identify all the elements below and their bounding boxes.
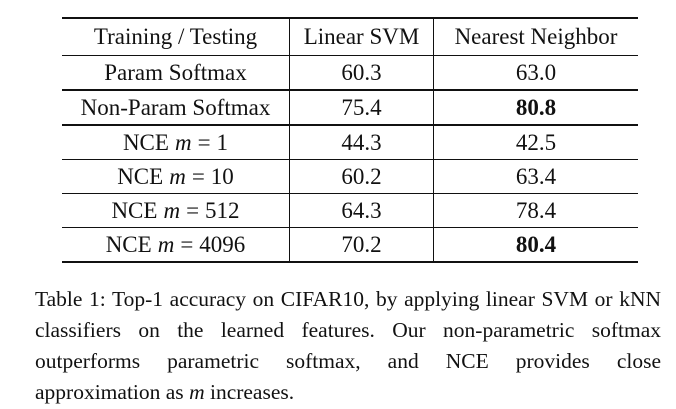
caption-text: Top-1 accuracy on CIFAR10, by applying l…: [35, 287, 662, 404]
value-cell: 75.4: [289, 90, 434, 126]
row-label: NCE m = 1: [62, 125, 290, 160]
label-op: =: [197, 129, 211, 155]
label-num: 10: [210, 163, 234, 189]
value-cell: 44.3: [289, 125, 434, 160]
value-cell: 63.0: [433, 55, 638, 91]
header-cell: Training / Testing: [62, 18, 290, 56]
value-cell: 60.3: [289, 55, 434, 91]
table-row: NCE m = 10 60.2 63.4: [62, 159, 638, 194]
label-var: m: [174, 129, 192, 155]
label-op: =: [191, 163, 205, 189]
table-body: Param Softmax 60.3 63.0 Non-Param Softmax 75…: [62, 55, 638, 263]
table-row: NCE m = 4096 70.2 80.4: [62, 227, 638, 263]
caption-var: m: [189, 380, 205, 404]
row-label: Non-Param Softmax: [62, 90, 290, 126]
value-cell: 80.4: [433, 227, 638, 263]
value-cell: 80.8: [433, 90, 638, 126]
label-num: 1: [216, 129, 229, 155]
header-cell: Linear SVM: [289, 18, 434, 56]
row-label: NCE m = 4096: [62, 227, 290, 263]
table-header: Training / Testing Linear SVM Nearest Neig…: [62, 18, 638, 56]
results-table: Training / Testing Linear SVM Nearest Neig…: [62, 17, 638, 263]
table-row: Non-Param Softmax 75.4 80.8: [62, 90, 638, 126]
value-cell: 63.4: [433, 159, 638, 194]
caption-end: increases.: [209, 380, 295, 404]
label-text: Non-Param Softmax: [80, 94, 271, 120]
table-row: NCE m = 512 64.3 78.4: [62, 193, 638, 228]
header-row: Training / Testing Linear SVM Nearest Neig…: [62, 18, 638, 56]
caption: Table 1: Top-1 accuracy on CIFAR10, by a…: [35, 284, 661, 408]
row-label: NCE m = 512: [62, 193, 290, 228]
label-text: NCE: [105, 231, 152, 257]
label-text: NCE: [117, 163, 164, 189]
label-op: =: [186, 197, 200, 223]
table-row: NCE m = 1 44.3 42.5: [62, 125, 638, 160]
label-num: 512: [205, 197, 240, 223]
value-cell: 70.2: [289, 227, 434, 263]
label-num: 4096: [199, 231, 246, 257]
table-row: Param Softmax 60.3 63.0: [62, 55, 638, 91]
value-cell: 64.3: [289, 193, 434, 228]
header-cell: Nearest Neighbor: [433, 18, 638, 56]
caption-label: Table 1:: [35, 287, 106, 311]
value-cell: 78.4: [433, 193, 638, 228]
row-label: Param Softmax: [62, 55, 290, 91]
label-text: NCE: [111, 197, 158, 223]
value-cell: 42.5: [433, 125, 638, 160]
label-op: =: [180, 231, 194, 257]
label-var: m: [157, 231, 175, 257]
label-text: NCE: [122, 129, 169, 155]
label-text: Param Softmax: [104, 59, 247, 85]
label-var: m: [163, 197, 181, 223]
label-var: m: [169, 163, 186, 189]
row-label: NCE m = 10: [62, 159, 290, 194]
value-cell: 60.2: [289, 159, 434, 194]
